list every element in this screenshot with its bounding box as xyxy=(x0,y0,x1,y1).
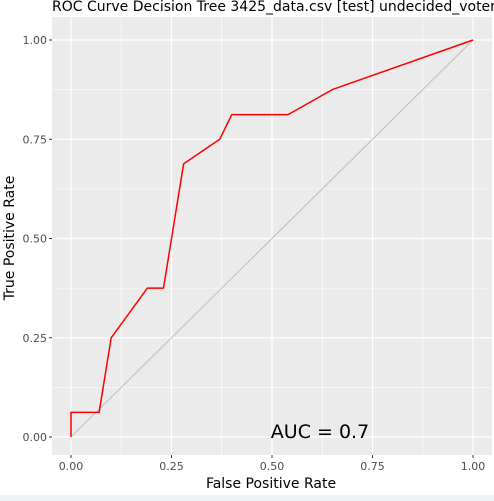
y-tick-label: 0.50 xyxy=(23,233,48,246)
x-tick-label: 0.75 xyxy=(360,460,385,473)
bottom-strip xyxy=(0,495,494,501)
roc-curve-line xyxy=(70,39,474,437)
chart-title: ROC Curve Decision Tree 3425_data.csv [t… xyxy=(52,0,494,15)
y-tick-labels: 0.00 0.25 0.50 0.75 1.00 xyxy=(23,34,52,444)
y-tick-label: 0.75 xyxy=(23,133,48,146)
x-tick-label: 0.00 xyxy=(59,460,84,473)
x-axis-title: False Positive Rate xyxy=(206,476,336,492)
x-tick-label: 0.25 xyxy=(159,460,184,473)
x-tick-labels: 0.00 0.25 0.50 0.75 1.00 xyxy=(59,455,486,473)
x-tick-label: 1.00 xyxy=(461,460,486,473)
auc-annotation: AUC = 0.7 xyxy=(271,421,369,443)
y-tick-label: 1.00 xyxy=(23,34,48,47)
x-tick-label: 0.50 xyxy=(260,460,285,473)
chance-diagonal-line xyxy=(70,39,474,438)
y-axis-title: True Positive Rate xyxy=(2,176,18,302)
series-layer xyxy=(70,39,474,438)
y-tick-label: 0.00 xyxy=(23,431,48,444)
y-tick-label: 0.25 xyxy=(23,332,48,345)
